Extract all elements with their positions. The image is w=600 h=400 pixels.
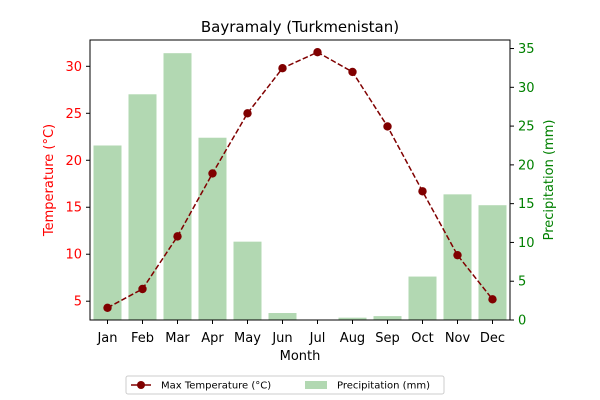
precipitation-bars [93, 53, 507, 320]
legend-box [125, 375, 445, 395]
legend-bar-swatch [305, 381, 327, 389]
bar-aug [338, 317, 367, 320]
point-jun [278, 63, 287, 73]
chart-title: Bayramaly (Turkmenistan) [201, 18, 399, 36]
bar-apr [198, 137, 227, 320]
x-tick-label: Jul [309, 331, 326, 346]
x-tick-label: May [234, 331, 261, 346]
point-dec [488, 295, 497, 304]
x-tick-label: Sep [375, 331, 400, 346]
left-tick-label: 15 [65, 201, 82, 216]
point-may [243, 109, 252, 118]
point-apr [208, 169, 217, 178]
legend-marker-swatch [137, 381, 145, 389]
point-jul [313, 48, 322, 57]
right-tick-label: 30 [518, 81, 535, 96]
x-tick-label: Oct [411, 331, 433, 346]
left-tick-label: 25 [65, 107, 82, 122]
temperature-line [103, 48, 497, 312]
point-aug [348, 67, 357, 77]
left-tick-label: 30 [65, 60, 82, 75]
x-tick-label: Feb [131, 331, 154, 346]
right-tick-label: 20 [518, 158, 535, 173]
legend: Max Temperature (°C) Precipitation (mm) [125, 375, 445, 395]
legend-label-temperature: Max Temperature (°C) [161, 381, 271, 392]
bar-sep [373, 316, 402, 320]
x-tick-label: Jan [96, 331, 117, 346]
bar-jan [93, 145, 122, 320]
x-axis-label: Month [280, 349, 321, 364]
bar-oct [408, 276, 437, 320]
x-tick-label: Nov [445, 331, 471, 346]
left-tick-label: 10 [65, 248, 82, 263]
right-tick-label: 35 [518, 42, 535, 57]
right-tick-label: 0 [518, 314, 526, 329]
x-tick-label: Apr [201, 331, 224, 346]
point-feb [138, 284, 147, 294]
right-axis-ticks: 0 5 10 15 20 25 30 35 [510, 42, 535, 329]
bar-feb [128, 94, 157, 320]
right-tick-label: 10 [518, 236, 535, 251]
right-tick-label: 25 [518, 120, 535, 135]
left-axis-label: Temperature (°C) [42, 124, 57, 237]
point-jan [103, 303, 112, 312]
bar-jun [268, 313, 297, 320]
left-axis-ticks: 5 10 15 20 25 30 [65, 60, 90, 310]
bar-may [233, 241, 262, 320]
left-tick-label: 5 [74, 295, 82, 310]
x-tick-label: Mar [165, 331, 190, 346]
right-tick-label: 5 [518, 275, 526, 290]
point-sep [383, 122, 392, 131]
temperature-line-path [107, 51, 494, 309]
x-tick-label: Jun [271, 331, 292, 346]
point-mar [173, 232, 182, 241]
right-tick-label: 15 [518, 197, 535, 212]
point-oct [418, 187, 427, 196]
legend-label-precipitation: Precipitation (mm) [337, 381, 430, 392]
x-tick-label: Aug [340, 331, 365, 346]
point-nov [453, 250, 462, 260]
x-tick-label: Dec [480, 331, 505, 346]
x-axis-ticks: Jan Feb Mar Apr May Jun Jul Aug Sep Oct Nov Dec [96, 320, 505, 346]
left-tick-label: 20 [65, 154, 82, 169]
plot-frame [89, 39, 511, 321]
bar-mar [163, 53, 192, 320]
right-axis-label: Precipitation (mm) [542, 120, 557, 241]
